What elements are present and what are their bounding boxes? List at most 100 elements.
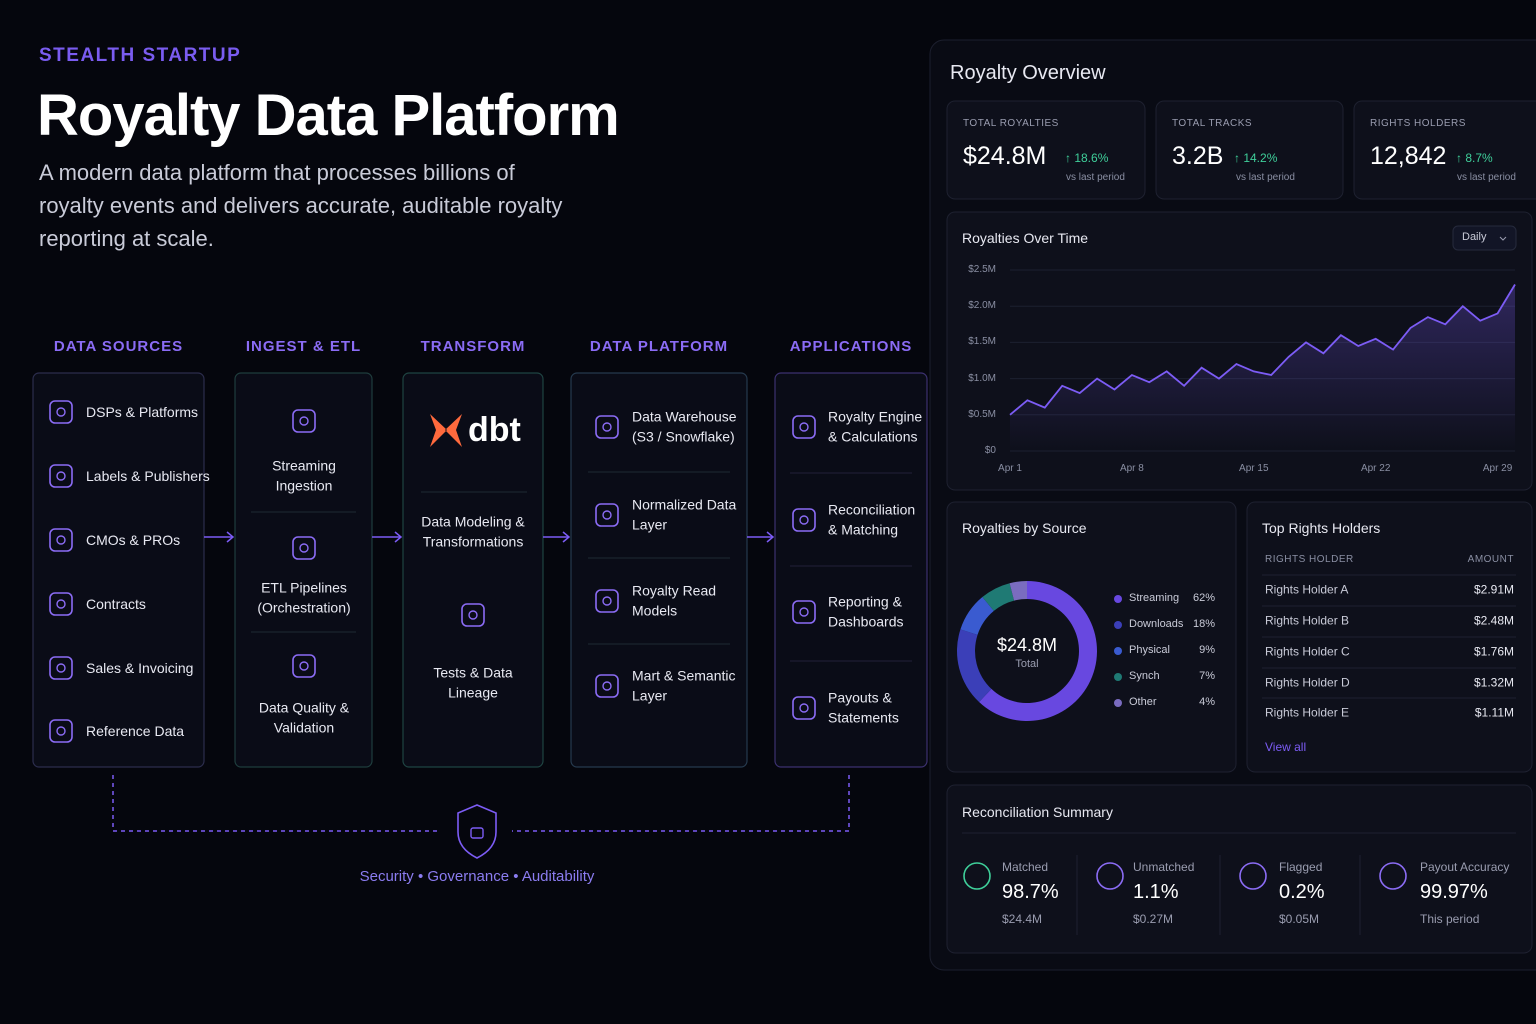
table-cell: Rights Holder A [1265,582,1349,597]
kpi-note: vs last period [1236,172,1295,183]
column-title: INGEST & ETL [245,338,362,355]
status-icon [1096,862,1124,890]
platform-item: Royalty Read Models [632,582,717,619]
pipeline-box [402,372,544,768]
chevron [1499,236,1507,241]
icon [56,726,66,736]
arrowhead [562,531,571,543]
icon [292,409,316,433]
icon [49,464,73,488]
shield [457,804,497,859]
chart-title: Royalties Over Time [962,230,1089,246]
icon [292,536,316,560]
kpi-value: 3.2B [1172,142,1224,170]
metric-label: Flagged [1279,860,1323,874]
arrowhead [226,531,235,543]
metric-value: 0.2% [1279,881,1325,903]
y-tick-label: $1.0M [968,372,996,384]
status-icon [963,862,991,890]
x-tick-label: Apr 15 [1239,463,1269,474]
icon [49,592,73,616]
metric-label: Unmatched [1133,860,1195,874]
legend-dot [1114,699,1122,707]
platform-item: Mart & Semantic Layer [632,667,736,704]
icon [602,596,612,606]
table-title: Top Rights Holders [1262,520,1381,536]
icon [595,415,619,439]
icon [799,515,809,525]
column-title: TRANSFORM [420,338,526,355]
table-cell: Rights Holder B [1265,613,1350,628]
donut-segment [979,581,1097,722]
source-item: Contracts [86,595,146,612]
pipeline-box [234,372,373,768]
legend-value: 4% [1199,696,1215,709]
x-tick-label: Apr 8 [1119,463,1144,474]
view-all-link[interactable]: View all [1265,740,1307,754]
kpi-change: ↑ 18.6% [1065,151,1109,165]
dbt-mark [430,414,462,447]
table-cell: $2.48M [1473,613,1514,628]
column-title: DATA SOURCES [53,338,184,355]
metric-note: $0.27M [1133,912,1174,926]
source-item: CMOs & PROs [86,531,181,548]
y-tick-label: $0 [984,444,996,456]
dropdown-label[interactable]: Daily [1462,231,1487,243]
icon [602,422,612,432]
icon [56,663,66,673]
metric-label: Matched [1002,860,1049,874]
donut-center-value: $24.8M [996,635,1058,655]
card [946,784,1533,954]
card [946,100,1146,200]
kpi-value: $24.8M [963,142,1047,170]
table-header: RIGHTS HOLDER [1265,554,1354,565]
y-tick-label: $2.5M [968,263,996,275]
icon [595,503,619,527]
icon [595,674,619,698]
donut-segment [960,597,994,635]
platform-item: Normalized Data Layer [632,496,737,533]
pipeline-box [774,372,928,768]
icon [56,535,66,545]
icon [49,400,73,424]
metric-value: 99.97% [1420,881,1488,903]
etl-item: Streaming Ingestion [272,457,336,494]
kpi-label: TOTAL ROYALTIES [963,118,1059,129]
legend-dot [1114,621,1122,629]
icon [299,543,309,553]
status-icon [1379,862,1407,890]
kpi-change: ↑ 8.7% [1456,151,1493,165]
platform-item: Data Warehouse (S3 / Snowflake) [632,408,737,445]
kpi-label: RIGHTS HOLDERS [1370,118,1466,129]
kpi-note: vs last period [1066,172,1125,183]
legend-value: 18% [1192,618,1215,631]
application-item: Reporting & Dashboards [828,593,904,630]
line [1009,284,1516,416]
card [1353,100,1536,200]
donut-segment [957,629,992,703]
legend-value: 9% [1199,644,1215,657]
card-title: Reconciliation Summary [962,804,1113,820]
metric-value: 98.7% [1002,881,1059,903]
legend-label: Synch [1129,670,1160,683]
donut-center-label: Total [1015,658,1039,670]
table-header: AMOUNT [1467,554,1514,565]
table-cell: $2.91M [1473,582,1514,597]
description: A modern data platform that processes bi… [39,160,563,251]
status-icon [1239,862,1267,890]
card [1155,100,1344,200]
source-item: Sales & Invoicing [86,659,194,676]
donut-segment [1009,581,1027,601]
icon [49,656,73,680]
icon [468,610,478,620]
icon [49,719,73,743]
y-tick-label: $0.5M [968,408,996,420]
icon [461,603,485,627]
footer: Security • Governance • Auditability [359,868,595,885]
eyebrow: STEALTH STARTUP [39,45,242,66]
icon [602,510,612,520]
donut-segment [982,583,1015,611]
legend-label: Downloads [1129,618,1184,631]
legend-value: 62% [1192,592,1215,605]
